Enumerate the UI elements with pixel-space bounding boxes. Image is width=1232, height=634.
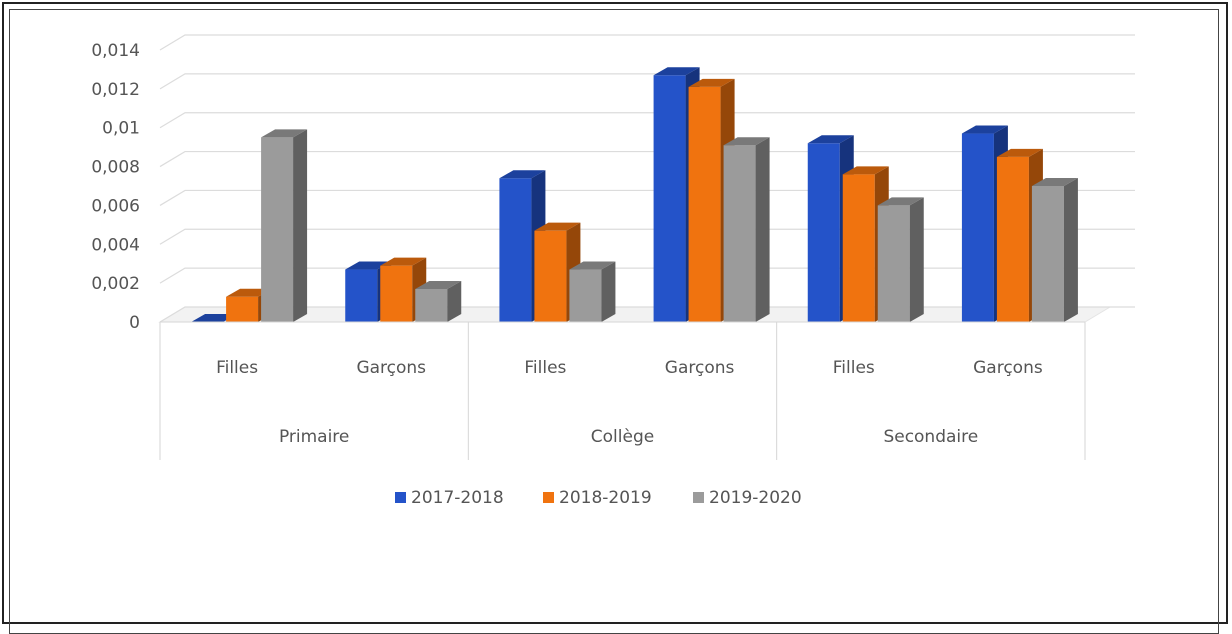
gridline xyxy=(159,73,1135,90)
bar-top xyxy=(191,314,238,322)
bar-top xyxy=(807,135,854,144)
x-group-label: Collège xyxy=(591,427,654,447)
x-category-label: Garçons xyxy=(665,358,735,378)
bar-top xyxy=(877,197,924,206)
bar xyxy=(723,137,770,322)
bar-top xyxy=(380,257,427,266)
x-category-label: Filles xyxy=(216,358,258,378)
bar-front xyxy=(842,174,875,322)
bar-top xyxy=(415,280,462,289)
bar-top xyxy=(996,148,1043,157)
legend-label: 2018-2019 xyxy=(559,488,652,508)
legend-item: 2018-2019 xyxy=(543,488,652,508)
bar-top xyxy=(653,67,700,76)
bar-front xyxy=(569,269,602,322)
legend-item: 2017-2018 xyxy=(395,488,504,508)
y-tick-label: 0,002 xyxy=(91,274,140,294)
y-tick-label: 0,004 xyxy=(91,235,140,255)
y-tick-label: 0 xyxy=(129,313,140,333)
bar-top xyxy=(534,222,581,231)
bar-top xyxy=(345,261,392,270)
bar-side xyxy=(447,280,462,322)
bar-front xyxy=(723,145,756,322)
x-category-label: Garçons xyxy=(356,358,426,378)
bar-top xyxy=(961,125,1008,134)
gridline xyxy=(159,112,1135,129)
bar-front xyxy=(534,230,567,322)
y-tick-label: 0,01 xyxy=(102,119,140,139)
y-tick-label: 0,012 xyxy=(91,80,140,100)
bar-front xyxy=(653,75,686,322)
gridline xyxy=(159,34,1135,51)
bar-front xyxy=(877,205,910,322)
bar-top xyxy=(723,137,770,146)
bar-front xyxy=(226,296,259,322)
bar-top xyxy=(499,170,546,179)
bar-front xyxy=(688,86,721,323)
bar-front xyxy=(499,178,532,322)
legend-label: 2019-2020 xyxy=(709,488,802,508)
bar-side xyxy=(1063,178,1078,322)
bar-top xyxy=(261,129,308,138)
bar-front xyxy=(261,137,294,322)
legend-swatch xyxy=(395,492,406,503)
bar-side xyxy=(755,137,770,322)
bar-front xyxy=(961,133,994,322)
bar-top xyxy=(226,288,273,297)
y-tick-label: 0,014 xyxy=(91,41,140,61)
bar-front xyxy=(415,288,448,322)
outer-frame xyxy=(2,2,1228,624)
legend-swatch xyxy=(693,492,704,503)
bar xyxy=(380,257,427,322)
bar xyxy=(877,197,924,322)
bar-front xyxy=(345,269,378,322)
bar xyxy=(261,129,308,322)
legend-swatch xyxy=(543,492,554,503)
x-category-label: Filles xyxy=(524,358,566,378)
bar-top xyxy=(688,78,735,87)
bar xyxy=(415,280,462,322)
bar-top xyxy=(842,166,889,175)
x-group-label: Primaire xyxy=(279,427,349,447)
bar xyxy=(569,261,616,322)
y-tick-label: 0,006 xyxy=(91,196,140,216)
bar-front xyxy=(1031,186,1064,322)
bar xyxy=(1031,178,1078,322)
bar-side xyxy=(601,261,616,322)
bar-side xyxy=(909,197,924,322)
bar-side xyxy=(293,129,308,322)
legend-item: 2019-2020 xyxy=(693,488,802,508)
x-group-label: Secondaire xyxy=(883,427,978,447)
bar-front xyxy=(807,143,840,322)
bar-front xyxy=(380,265,413,322)
x-category-label: Garçons xyxy=(973,358,1043,378)
y-tick-label: 0,008 xyxy=(91,158,140,178)
bar-top xyxy=(569,261,616,270)
legend-label: 2017-2018 xyxy=(411,488,504,508)
x-category-label: Filles xyxy=(833,358,875,378)
bar-top xyxy=(1031,178,1078,186)
bar-front xyxy=(996,156,1029,322)
